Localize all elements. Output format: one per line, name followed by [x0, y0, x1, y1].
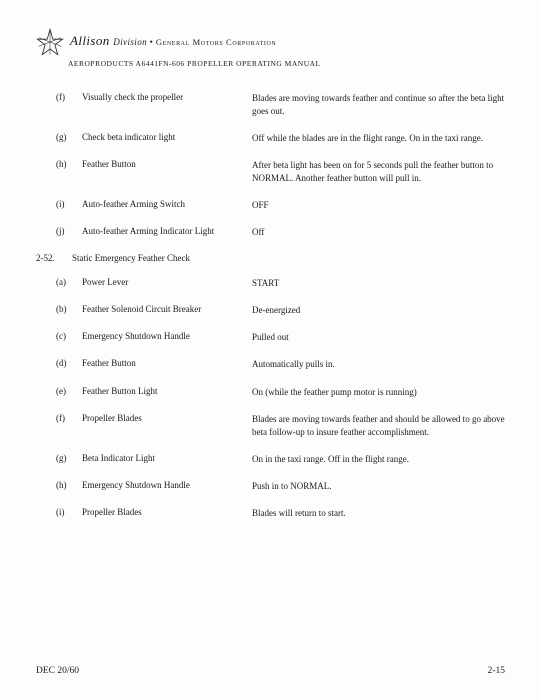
corporation-name: General Motors Corporation — [156, 37, 276, 47]
item-label: Beta Indicator Light — [82, 453, 252, 463]
item-letter: (a) — [56, 277, 82, 287]
item-letter: (i) — [56, 199, 82, 209]
checklist-item: (i)Auto-feather Arming SwitchOFF — [56, 199, 505, 212]
item-letter: (j) — [56, 226, 82, 236]
item-label: Emergency Shutdown Handle — [82, 480, 252, 490]
page-header: Allison Division • General Motors Corpor… — [36, 28, 505, 56]
item-value: De-energized — [252, 304, 505, 317]
item-letter: (g) — [56, 132, 82, 142]
item-value: Blades will return to start. — [252, 507, 505, 520]
item-label: Propeller Blades — [82, 507, 252, 517]
item-letter: (h) — [56, 159, 82, 169]
separator: • — [150, 37, 154, 47]
item-value: On (while the feather pump motor is runn… — [252, 386, 505, 399]
item-label: Feather Button — [82, 159, 252, 169]
checklist-item: (j)Auto-feather Arming Indicator LightOf… — [56, 226, 505, 239]
item-letter: (c) — [56, 331, 82, 341]
item-value: START — [252, 277, 505, 290]
item-value: Blades are moving towards feather and co… — [252, 92, 505, 118]
item-label: Auto-feather Arming Indicator Light — [82, 226, 252, 236]
item-letter: (d) — [56, 358, 82, 368]
item-label: Feather Solenoid Circuit Breaker — [82, 304, 252, 314]
checklist-item: (c)Emergency Shutdown HandlePulled out — [56, 331, 505, 344]
item-value: OFF — [252, 199, 505, 212]
item-value: After beta light has been on for 5 secon… — [252, 159, 505, 185]
item-label: Feather Button — [82, 358, 252, 368]
item-value: Off while the blades are in the flight r… — [252, 132, 505, 145]
item-letter: (b) — [56, 304, 82, 314]
division-label: Division — [113, 37, 147, 47]
checklist-item: (g)Beta Indicator LightOn in the taxi ra… — [56, 453, 505, 466]
item-label: Feather Button Light — [82, 386, 252, 396]
header-text: Allison Division • General Motors Corpor… — [70, 28, 276, 49]
item-label: Power Lever — [82, 277, 252, 287]
section-number: 2-52. — [36, 253, 72, 263]
checklist-item: (h)Emergency Shutdown HandlePush in to N… — [56, 480, 505, 493]
footer-date: DEC 20/60 — [36, 666, 79, 676]
section-title: 2-52. Static Emergency Feather Check — [36, 253, 505, 263]
checklist-item: (a)Power LeverSTART — [56, 277, 505, 290]
item-letter: (i) — [56, 507, 82, 517]
item-letter: (e) — [56, 386, 82, 396]
item-letter: (f) — [56, 92, 82, 102]
item-label: Auto-feather Arming Switch — [82, 199, 252, 209]
checklist-item: (d)Feather ButtonAutomatically pulls in. — [56, 358, 505, 371]
allison-star-logo — [36, 28, 64, 56]
item-value: Off — [252, 226, 505, 239]
content-body: (f)Visually check the propellerBlades ar… — [36, 92, 505, 520]
company-name: Allison — [70, 33, 110, 48]
item-value: Push in to NORMAL. — [252, 480, 505, 493]
checklist-item: (g)Check beta indicator lightOff while t… — [56, 132, 505, 145]
item-value: Automatically pulls in. — [252, 358, 505, 371]
page-footer: DEC 20/60 2-15 — [36, 666, 505, 676]
checklist-item: (f)Visually check the propellerBlades ar… — [56, 92, 505, 118]
section-heading: Static Emergency Feather Check — [72, 253, 190, 263]
manual-subtitle: AEROPRODUCTS A6441FN-606 PROPELLER OPERA… — [68, 59, 505, 68]
item-value: Blades are moving towards feather and sh… — [252, 413, 505, 439]
item-label: Visually check the propeller — [82, 92, 252, 102]
company-line: Allison Division • General Motors Corpor… — [70, 33, 276, 49]
item-letter: (h) — [56, 480, 82, 490]
item-value: On in the taxi range. Off in the flight … — [252, 453, 505, 466]
item-label: Emergency Shutdown Handle — [82, 331, 252, 341]
checklist-item: (e)Feather Button LightOn (while the fea… — [56, 386, 505, 399]
item-label: Propeller Blades — [82, 413, 252, 423]
checklist-item: (f)Propeller BladesBlades are moving tow… — [56, 413, 505, 439]
item-value: Pulled out — [252, 331, 505, 344]
checklist-item: (h)Feather ButtonAfter beta light has be… — [56, 159, 505, 185]
checklist-item: (i)Propeller BladesBlades will return to… — [56, 507, 505, 520]
item-letter: (f) — [56, 413, 82, 423]
checklist-item: (b)Feather Solenoid Circuit BreakerDe-en… — [56, 304, 505, 317]
item-letter: (g) — [56, 453, 82, 463]
footer-page-number: 2-15 — [488, 666, 505, 676]
item-label: Check beta indicator light — [82, 132, 252, 142]
